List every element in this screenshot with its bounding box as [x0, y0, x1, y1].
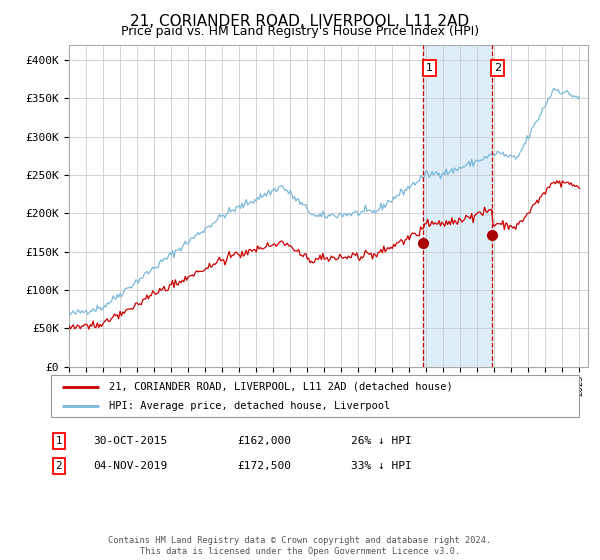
Bar — [424, 45, 491, 367]
Text: 26% ↓ HPI: 26% ↓ HPI — [351, 436, 412, 446]
Text: 1: 1 — [426, 63, 433, 73]
Text: 04-NOV-2019: 04-NOV-2019 — [93, 461, 167, 471]
Text: 21, CORIANDER ROAD, LIVERPOOL, L11 2AD: 21, CORIANDER ROAD, LIVERPOOL, L11 2AD — [130, 14, 470, 29]
Text: 2: 2 — [494, 63, 502, 73]
Text: 1: 1 — [55, 436, 62, 446]
Text: £162,000: £162,000 — [237, 436, 291, 446]
Text: 21, CORIANDER ROAD, LIVERPOOL, L11 2AD (detached house): 21, CORIANDER ROAD, LIVERPOOL, L11 2AD (… — [109, 381, 453, 391]
FancyBboxPatch shape — [51, 375, 579, 417]
Text: HPI: Average price, detached house, Liverpool: HPI: Average price, detached house, Live… — [109, 401, 391, 411]
Text: £172,500: £172,500 — [237, 461, 291, 471]
Text: Contains HM Land Registry data © Crown copyright and database right 2024.
This d: Contains HM Land Registry data © Crown c… — [109, 536, 491, 556]
Text: 2: 2 — [55, 461, 62, 471]
Text: 30-OCT-2015: 30-OCT-2015 — [93, 436, 167, 446]
Text: 33% ↓ HPI: 33% ↓ HPI — [351, 461, 412, 471]
Text: Price paid vs. HM Land Registry's House Price Index (HPI): Price paid vs. HM Land Registry's House … — [121, 25, 479, 38]
